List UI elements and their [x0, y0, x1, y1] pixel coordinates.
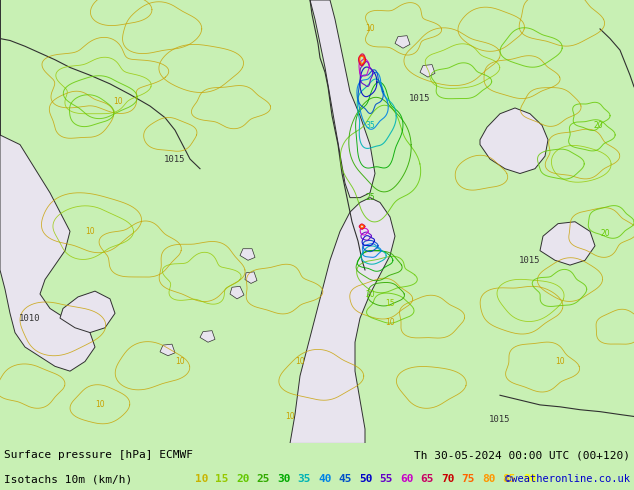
- Text: 50: 50: [359, 474, 373, 484]
- Text: Surface pressure [hPa] ECMWF: Surface pressure [hPa] ECMWF: [4, 450, 193, 460]
- Text: 30: 30: [277, 474, 290, 484]
- Text: 10: 10: [285, 412, 295, 421]
- Polygon shape: [230, 286, 244, 299]
- Text: 1015: 1015: [410, 94, 430, 103]
- Text: 35: 35: [365, 121, 375, 130]
- Text: 65: 65: [420, 474, 434, 484]
- Text: 10: 10: [113, 97, 123, 106]
- Text: 55: 55: [380, 474, 393, 484]
- Text: 85: 85: [503, 474, 516, 484]
- Text: 60: 60: [400, 474, 413, 484]
- Text: 25: 25: [257, 474, 270, 484]
- Text: 80: 80: [482, 474, 496, 484]
- Text: 90: 90: [523, 474, 536, 484]
- Text: 70: 70: [441, 474, 455, 484]
- Polygon shape: [0, 0, 95, 371]
- Text: 40: 40: [318, 474, 332, 484]
- Text: 1015: 1015: [164, 154, 186, 164]
- Text: 10: 10: [365, 24, 375, 33]
- Polygon shape: [395, 36, 410, 48]
- Polygon shape: [420, 65, 435, 77]
- Text: 10: 10: [555, 357, 565, 366]
- Polygon shape: [160, 344, 175, 356]
- Text: 75: 75: [462, 474, 475, 484]
- Polygon shape: [60, 291, 115, 333]
- Text: 1015: 1015: [519, 256, 541, 265]
- Text: 20: 20: [365, 290, 375, 298]
- Polygon shape: [245, 272, 257, 283]
- Text: 20: 20: [600, 229, 610, 238]
- Text: 10: 10: [175, 357, 185, 366]
- Polygon shape: [240, 249, 255, 260]
- Polygon shape: [480, 108, 548, 173]
- Text: 25: 25: [365, 193, 375, 202]
- Text: 10: 10: [385, 318, 395, 327]
- Text: 10: 10: [195, 474, 209, 484]
- Polygon shape: [290, 197, 395, 443]
- Polygon shape: [540, 221, 595, 265]
- Polygon shape: [310, 0, 375, 197]
- Text: Th 30-05-2024 00:00 UTC (00+120): Th 30-05-2024 00:00 UTC (00+120): [414, 450, 630, 460]
- Text: Isotachs 10m (km/h): Isotachs 10m (km/h): [4, 474, 133, 484]
- Polygon shape: [200, 331, 215, 342]
- Text: 1015: 1015: [489, 415, 511, 424]
- Text: 10: 10: [95, 400, 105, 409]
- Text: 15: 15: [216, 474, 229, 484]
- Text: 20: 20: [593, 121, 603, 130]
- Text: 10: 10: [85, 227, 95, 236]
- Text: 20: 20: [236, 474, 250, 484]
- Text: 35: 35: [297, 474, 311, 484]
- Text: 45: 45: [339, 474, 352, 484]
- Text: ©weatheronline.co.uk: ©weatheronline.co.uk: [505, 474, 630, 484]
- Text: 15: 15: [385, 299, 395, 308]
- Text: 1010: 1010: [19, 314, 41, 322]
- Text: 10: 10: [295, 357, 305, 366]
